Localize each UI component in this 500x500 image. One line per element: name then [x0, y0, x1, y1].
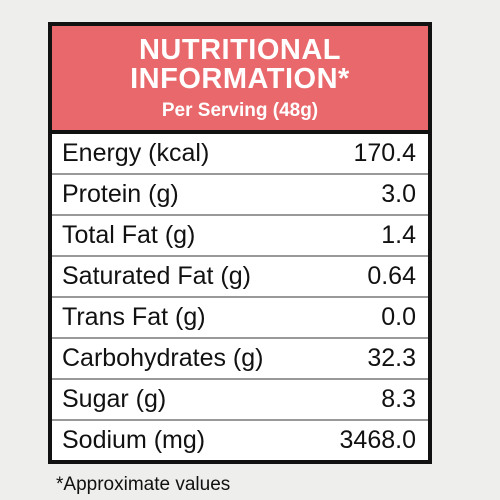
nutrient-value: 3.0 [381, 180, 416, 208]
table-row: Saturated Fat (g) 0.64 [52, 257, 428, 298]
nutrient-value: 8.3 [381, 385, 416, 413]
table-row: Sugar (g) 8.3 [52, 380, 428, 421]
table-row: Carbohydrates (g) 32.3 [52, 339, 428, 380]
title-line: INFORMATION* [130, 63, 350, 95]
subtitle: Per Serving (48g) [161, 100, 319, 121]
nutrient-value: 170.4 [353, 139, 416, 167]
title-line: NUTRITIONAL [138, 34, 342, 66]
nutrient-name: Total Fat (g) [62, 221, 196, 249]
nutrient-name: Energy (kcal) [62, 139, 210, 167]
table-row: Energy (kcal) 170.4 [52, 134, 428, 175]
table-row: Total Fat (g) 1.4 [52, 216, 428, 257]
nutrient-value: 32.3 [367, 344, 416, 372]
nutrient-value: 0.0 [381, 303, 416, 331]
table-row: Protein (g) 3.0 [52, 175, 428, 216]
nutrient-name: Protein (g) [62, 180, 179, 208]
nutrient-value: 0.64 [367, 262, 416, 290]
nutrient-name: Sugar (g) [62, 385, 167, 413]
table-row: Sodium (mg) 3468.0 [52, 421, 428, 460]
label-header: NUTRITIONAL INFORMATION* Per Serving (48… [52, 26, 428, 134]
table-row: Trans Fat (g) 0.0 [52, 298, 428, 339]
nutrition-table: Energy (kcal) 170.4 Protein (g) 3.0 Total Fa… [52, 134, 428, 460]
nutrient-value: 1.4 [381, 221, 416, 249]
nutrient-value: 3468.0 [339, 426, 416, 454]
nutrient-name: Carbohydrates (g) [62, 344, 264, 372]
nutrition-label: NUTRITIONAL INFORMATION* Per Serving (48… [48, 22, 432, 464]
nutrient-name: Trans Fat (g) [62, 303, 206, 331]
footnote: *Approximate values [56, 474, 231, 495]
nutrient-name: Saturated Fat (g) [62, 262, 251, 290]
nutrient-name: Sodium (mg) [62, 426, 206, 454]
